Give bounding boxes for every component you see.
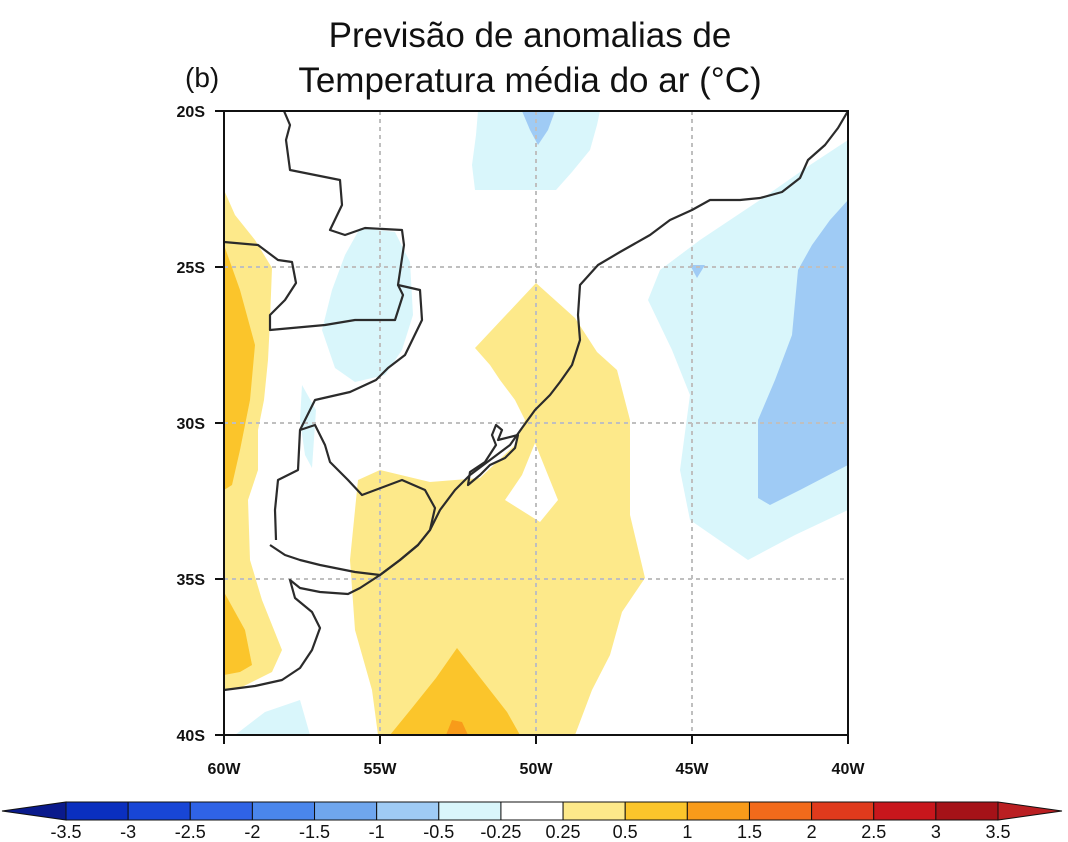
colorbar-box <box>811 801 875 821</box>
colorbar-box <box>686 801 750 821</box>
y-tick-label: 25S <box>177 260 206 277</box>
colorbar-box <box>127 801 191 821</box>
colorbar-box <box>873 801 937 821</box>
colorbar-arrow-left <box>1 801 67 821</box>
colorbar-box <box>189 801 253 821</box>
anomaly-region-east-light-blue <box>758 200 848 505</box>
uruguay-border <box>269 423 437 577</box>
y-tick-label: 30S <box>177 416 206 433</box>
y-tick-labels: 20S 25S 30S 35S 40S <box>177 104 206 745</box>
border-line-west <box>224 240 405 332</box>
colorbar-label: -0.25 <box>480 822 521 842</box>
y-tick-label: 40S <box>177 728 206 745</box>
colorbar: -3.5 -3 -2.5 -2 -1.5 -1 -0.5 -0.25 0.25 0.5 1 1.5 2 2… <box>1 801 1063 842</box>
colorbar-label: 0.25 <box>546 822 581 842</box>
colorbar-label: -2 <box>244 822 260 842</box>
colorbar-arrow-right <box>997 801 1063 821</box>
colorbar-box <box>562 801 626 821</box>
anomaly-region-north-light-cyan <box>472 111 600 190</box>
colorbar-box <box>935 801 999 821</box>
x-tick-label: 45W <box>676 761 710 778</box>
anomaly-region-north-light-blue <box>522 111 555 145</box>
colorbar-box <box>251 801 316 821</box>
anomaly-hole-white <box>505 443 558 522</box>
colorbar-box <box>624 801 688 821</box>
axis-ticks <box>215 110 849 744</box>
colorbar-box <box>376 801 440 821</box>
colorbar-label: 2 <box>807 822 817 842</box>
anomaly-region-central-light-yellow <box>350 283 645 735</box>
colorbar-label: -3.5 <box>50 822 81 842</box>
colorbar-box <box>438 801 502 821</box>
x-tick-label: 50W <box>520 761 554 778</box>
x-tick-label: 55W <box>364 761 398 778</box>
border-line-north <box>273 111 424 541</box>
colorbar-label: 2.5 <box>861 822 886 842</box>
lagoa-dos-patos <box>466 423 520 487</box>
anomaly-region-south-gold <box>390 648 520 735</box>
colorbar-box <box>65 801 129 821</box>
anomaly-region-south-orange <box>446 720 468 735</box>
colorbar-label: -1.5 <box>299 822 330 842</box>
anomaly-region-tiny-light-blue <box>690 265 705 278</box>
y-tick-label: 20S <box>177 104 206 121</box>
colorbar-label: 0.5 <box>613 822 638 842</box>
x-tick-label: 60W <box>208 761 242 778</box>
anomaly-region-southwest-gold <box>224 592 252 675</box>
anomaly-region-south-west-light-cyan <box>235 700 310 735</box>
colorbar-label: 3.5 <box>985 822 1010 842</box>
x-tick-label: 40W <box>832 761 866 778</box>
x-tick-labels: 60W 55W 50W 45W 40W <box>208 761 866 778</box>
colorbar-label: -3 <box>120 822 136 842</box>
colorbar-box <box>748 801 813 821</box>
y-tick-label: 35S <box>177 572 206 589</box>
colorbar-box <box>500 801 564 821</box>
gridlines <box>224 111 848 735</box>
colorbar-box <box>314 801 378 821</box>
colorbar-label: 1 <box>682 822 692 842</box>
anomaly-region-west-gold <box>224 245 255 490</box>
panel-label: (b) <box>185 62 220 93</box>
map-title-line-1: Previsão de anomalias de <box>328 16 732 55</box>
colorbar-label: 1.5 <box>737 822 762 842</box>
colorbar-label: -0.5 <box>423 822 454 842</box>
colorbar-label: 3 <box>931 822 941 842</box>
map-title-line-2: Temperatura média do ar (°C) <box>298 61 762 100</box>
coastlines-and-borders <box>224 111 848 692</box>
colorbar-label: -2.5 <box>175 822 206 842</box>
colorbar-label: -1 <box>369 822 385 842</box>
